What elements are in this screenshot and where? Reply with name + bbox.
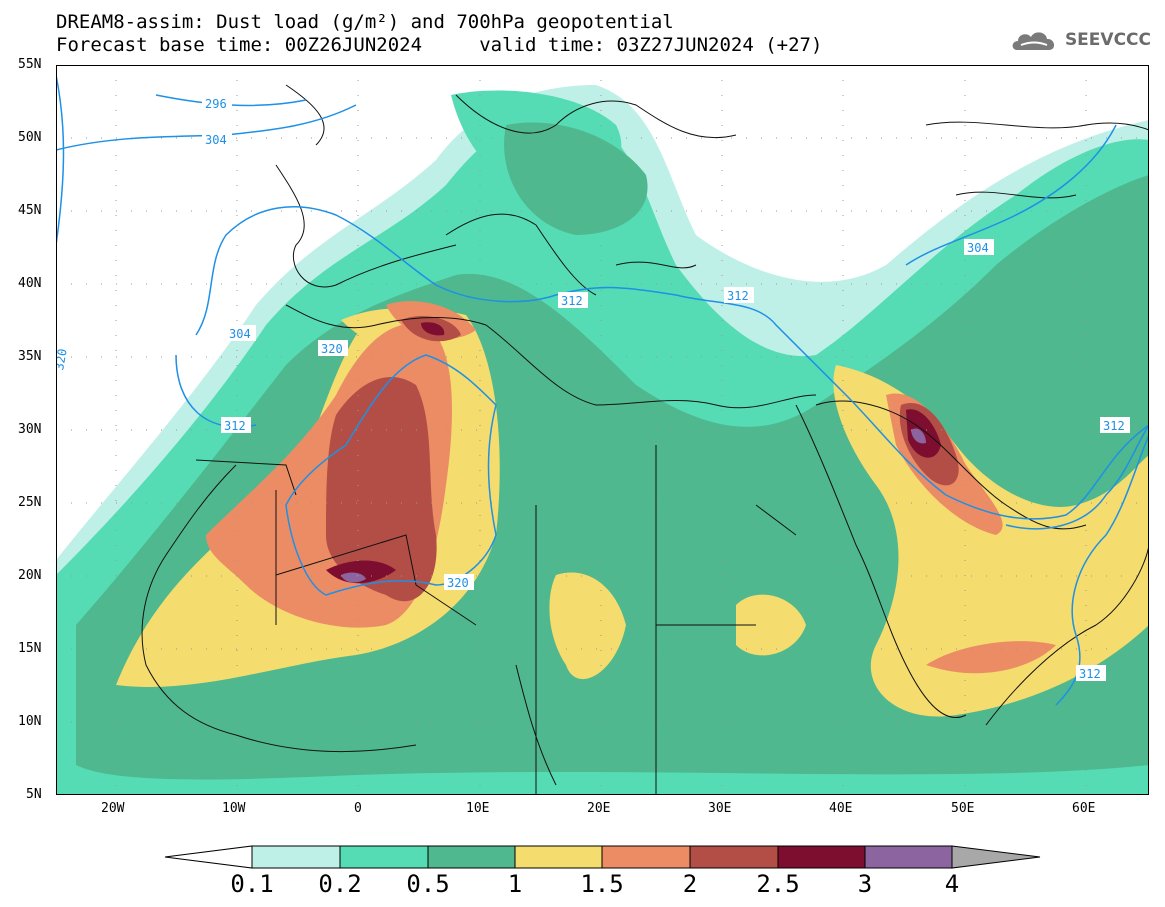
dust-load-map: 296 304 304 304 312 312 312 312 320 320 … [56,65,1149,795]
lat-label: 40N [18,276,42,291]
contour-label: 312 [727,289,749,303]
legend-swatch [514,845,603,869]
contour-label: 312 [561,294,583,308]
legend-label: 2.5 [756,870,800,898]
brand-logo: SEEVCCC [1009,26,1151,54]
lon-label: 20E [587,801,611,816]
legend-swatch [951,845,1041,869]
contour-label: 304 [967,241,989,255]
contour-label: 296 [205,97,227,111]
legend-label: 0.5 [406,870,450,898]
legend-swatch [601,845,691,869]
map-border [56,65,1149,795]
legend-swatch [427,845,516,869]
lon-label: 20W [101,801,125,816]
map-panel: 296 304 304 304 312 312 312 312 320 320 … [56,65,1149,795]
forecast-times: Forecast base time: 00Z26JUN2024 valid t… [56,34,823,56]
contour-label: 304 [205,133,227,147]
legend-swatch [251,845,341,869]
contour-label: 312 [1103,419,1125,433]
lon-label: 10W [222,801,246,816]
lat-label: 25N [18,495,42,510]
lat-label: 50N [18,130,42,145]
legend-label: 0.2 [318,870,362,898]
dust-band-3 [341,428,926,583]
color-legend [164,845,1041,869]
map-title: DREAM8-assim: Dust load (g/m²) and 700hP… [56,11,674,33]
brand-name: SEEVCCC [1064,30,1151,50]
lat-label: 10N [18,714,42,729]
legend-label: 4 [944,870,960,898]
lat-label: 20N [18,568,42,583]
dust-band-2.5 [326,322,941,584]
contour-label-group: 296 304 304 304 312 312 312 312 320 320 … [56,95,1130,681]
lon-label: 10E [466,801,490,816]
legend-swatch [339,845,429,869]
lon-label: 60E [1072,801,1096,816]
lat-label: 45N [18,203,42,218]
cloud-icon [1012,32,1055,50]
lat-label: 5N [26,787,42,802]
lon-label: 0 [354,801,362,816]
coastlines [141,84,1149,795]
legend-label: 3 [857,870,873,898]
contour-label: 320 [321,342,343,356]
lon-label: 40E [829,801,853,816]
lat-label: 55N [18,57,42,72]
legend-swatch [689,845,779,869]
legend-swatch [777,845,866,869]
contour-label: 312 [1079,667,1101,681]
legend-label: 2 [682,870,698,898]
lat-label: 35N [18,349,42,364]
lon-label: 50E [951,801,975,816]
lon-label: 30E [708,801,732,816]
lat-label: 15N [18,641,42,656]
legend-label: 1 [507,870,523,898]
legend-swatch [864,845,953,869]
contour-label: 320 [447,576,469,590]
contour-label: 320 [56,348,70,372]
contour-label: 312 [224,419,246,433]
contour-label: 304 [229,327,251,341]
legend-label: 1.5 [580,870,624,898]
lat-label: 30N [18,422,42,437]
legend-swatch [164,845,253,869]
legend-label: 0.1 [230,870,274,898]
